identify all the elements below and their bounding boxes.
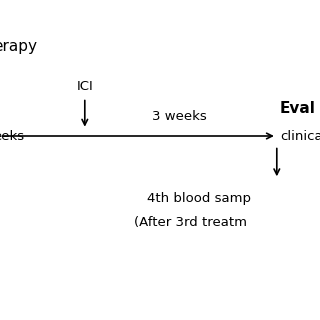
Text: (After 3rd treatm: (After 3rd treatm bbox=[134, 216, 247, 229]
Text: eeks: eeks bbox=[0, 130, 25, 142]
Text: Eval: Eval bbox=[280, 101, 316, 116]
Text: ICI: ICI bbox=[76, 80, 93, 93]
Text: 4th blood samp: 4th blood samp bbox=[147, 192, 251, 205]
Text: erapy: erapy bbox=[0, 39, 38, 54]
Text: 3 weeks: 3 weeks bbox=[152, 110, 207, 123]
Text: clinica: clinica bbox=[280, 130, 320, 142]
